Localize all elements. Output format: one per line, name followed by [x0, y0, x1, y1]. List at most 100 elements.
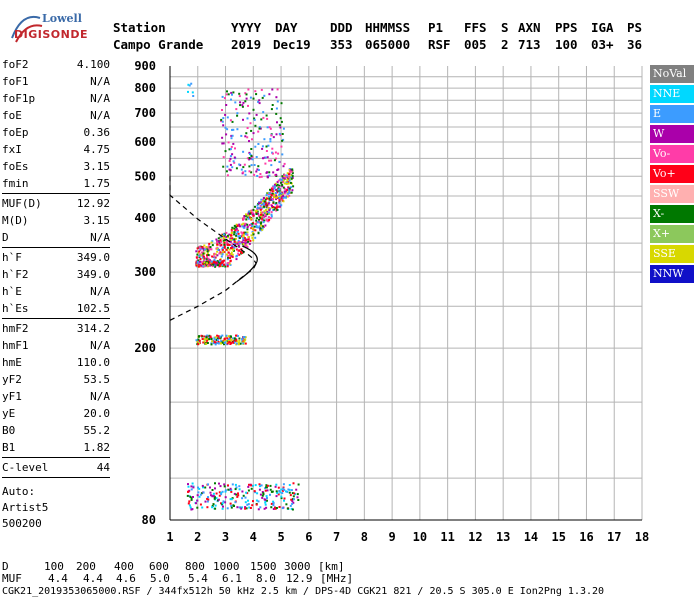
- echo-point: [280, 181, 283, 184]
- param-row-fof1p: foF1p N/A: [2, 92, 110, 108]
- echo-point: [274, 206, 277, 209]
- echo-point: [280, 488, 283, 491]
- echo-point: [223, 241, 226, 244]
- echo-point: [285, 190, 288, 193]
- echo-point: [217, 335, 220, 338]
- echo-point: [230, 134, 233, 137]
- footer-muf-value: 4.6: [116, 572, 136, 585]
- echo-point: [216, 241, 218, 244]
- echo-point: [222, 124, 225, 127]
- legend-label: E: [653, 107, 662, 120]
- echo-point: [236, 495, 239, 498]
- echo-point: [267, 216, 270, 219]
- echo-point: [196, 247, 199, 250]
- echo-point: [218, 337, 221, 340]
- autoscaling-label: Auto:: [2, 485, 36, 498]
- echo-point: [271, 186, 274, 189]
- echo-point: [258, 99, 261, 102]
- param-value: 12.92: [76, 197, 110, 210]
- echo-point: [271, 152, 274, 155]
- echo-point: [230, 253, 233, 256]
- echo-point: [242, 242, 245, 245]
- echo-point: [216, 334, 219, 337]
- echo-point: [270, 164, 273, 167]
- echo-point: [229, 157, 232, 160]
- echo-point: [235, 258, 238, 261]
- param-label: fmin: [2, 177, 29, 190]
- echo-point: [246, 233, 249, 236]
- echo-point: [235, 255, 238, 258]
- echo-point: [277, 187, 280, 190]
- echo-point: [214, 507, 217, 510]
- echo-point: [197, 486, 199, 489]
- echo-point: [221, 235, 224, 237]
- echo-point: [280, 120, 283, 123]
- echo-point: [196, 499, 199, 502]
- echo-point: [274, 203, 277, 206]
- echo-point: [244, 100, 247, 103]
- param-value: N/A: [90, 339, 110, 352]
- echo-point: [202, 486, 204, 489]
- echo-point: [230, 498, 233, 501]
- echo-point: [251, 504, 254, 507]
- echo-point: [288, 491, 291, 494]
- param-row-hmf2: hmF2 314.2: [2, 322, 110, 338]
- echo-point: [292, 185, 295, 188]
- echo-point: [216, 254, 219, 257]
- echo-point: [192, 486, 195, 489]
- echo-point: [267, 203, 270, 206]
- echo-point: [195, 339, 198, 342]
- echo-point: [242, 118, 244, 121]
- echo-point: [232, 128, 235, 131]
- echo-point: [230, 338, 233, 341]
- echo-point: [253, 173, 256, 176]
- echo-point: [233, 249, 235, 252]
- echo-point: [274, 506, 276, 509]
- echo-point: [198, 335, 201, 338]
- echo-point: [243, 224, 246, 227]
- echo-point: [221, 341, 224, 344]
- echo-point: [233, 156, 236, 159]
- echo-point: [246, 492, 249, 495]
- echo-point: [213, 252, 216, 255]
- echo-point: [253, 118, 256, 121]
- echo-point: [251, 231, 254, 234]
- echo-point: [227, 251, 230, 254]
- param-divider: [2, 477, 110, 478]
- echo-point: [252, 108, 255, 111]
- echo-point: [230, 490, 233, 493]
- echo-point: [229, 487, 232, 490]
- echo-point: [223, 485, 226, 488]
- param-row-foe: foE N/A: [2, 109, 110, 125]
- echo-point: [291, 500, 294, 503]
- echo-point: [254, 124, 257, 127]
- echo-point: [190, 485, 193, 488]
- echo-point: [240, 235, 243, 238]
- echo-point: [259, 217, 262, 220]
- echo-point: [274, 192, 277, 194]
- echo-point: [213, 497, 216, 500]
- echo-point: [244, 239, 247, 242]
- echo-point: [255, 170, 258, 173]
- echo-point: [208, 338, 211, 340]
- echo-point: [238, 95, 241, 98]
- echo-point: [237, 235, 240, 238]
- echo-point: [281, 193, 284, 196]
- footer-d-value: 1000: [213, 560, 240, 573]
- echo-point: [199, 246, 202, 249]
- header-ps-label: PS: [627, 20, 643, 35]
- header-ps-value: 36: [627, 37, 643, 52]
- echo-point: [292, 482, 295, 485]
- footer-muf-value: 4.4: [48, 572, 68, 585]
- echo-point: [204, 500, 207, 503]
- echo-point: [202, 260, 205, 263]
- echo-point: [228, 244, 231, 246]
- ionogram-chart: 1 2 3 4 5 6 7 8 9 10 11 12 13 14 15 16 17 188020030040050…: [134, 59, 649, 544]
- echo-point: [220, 340, 223, 343]
- echo-point: [290, 176, 292, 179]
- echo-point: [266, 484, 269, 487]
- echo-point: [282, 186, 285, 189]
- echo-point: [255, 156, 258, 158]
- echo-point: [216, 342, 219, 345]
- echo-point: [224, 490, 227, 493]
